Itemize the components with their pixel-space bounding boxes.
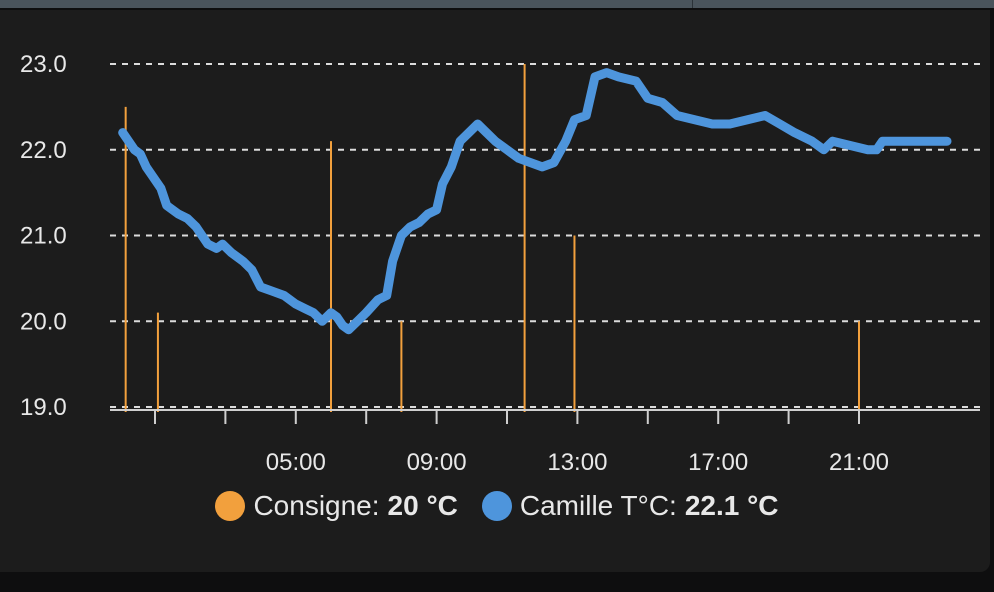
legend-item-consigne[interactable]: Consigne: 20 °C [215,490,458,522]
x-tick-label: 21:00 [829,449,889,476]
camille-temperature-line [118,68,952,335]
y-tick-label: 21.0 [20,223,67,250]
x-tick-label: 17:00 [688,449,748,476]
legend-label-camille-temperature: Camille T°C [519,490,670,521]
y-tick-label: 19.0 [20,394,67,421]
x-tick-label: 05:00 [266,449,326,476]
chart-legend: Consigne: 20 °C Camille T°C: 22.1 °C [0,490,994,522]
x-tick-label: 13:00 [547,449,607,476]
y-tick-label: 22.0 [20,137,67,164]
legend-label-consigne: Consigne [253,490,372,521]
history-chart-card [0,10,990,572]
y-tick-label: 23.0 [20,51,67,78]
consigne-color-dot [215,491,246,521]
legend-value-consigne: 20 °C [387,490,458,521]
y-tick-label: 20.0 [20,308,67,335]
top-bar [0,0,994,8]
camille-temperature-color-dot [481,491,512,521]
top-bar-divider [692,0,693,8]
x-tick-label: 09:00 [407,449,467,476]
legend-item-camille-temperature[interactable]: Camille T°C: 22.1 °C [481,490,779,522]
legend-value-camille-temperature: 22.1 °C [684,490,779,521]
